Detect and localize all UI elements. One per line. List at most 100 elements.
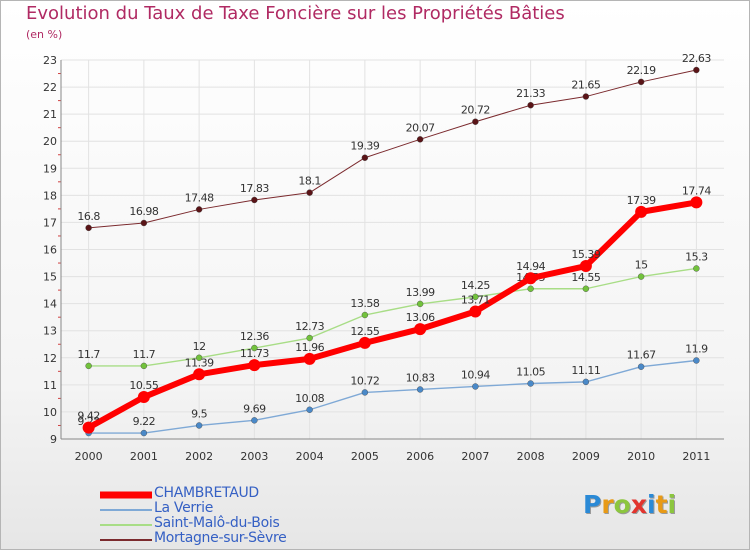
x-tick-label: 2002 — [185, 450, 213, 463]
x-tick-label: 2008 — [517, 450, 545, 463]
data-label: 10.08 — [295, 392, 324, 405]
data-point — [469, 305, 482, 318]
chart-title: Evolution du Taux de Taxe Foncière sur l… — [26, 3, 565, 24]
data-label: 12 — [193, 340, 206, 353]
data-point — [195, 206, 203, 213]
y-tick-label: 10 — [43, 406, 57, 419]
data-point — [637, 78, 645, 86]
proxiti-logo: Proxiti — [583, 490, 676, 519]
data-label: 11.11 — [571, 364, 600, 377]
data-label: 21.65 — [571, 79, 600, 92]
data-point — [582, 93, 590, 100]
data-label: 11.9 — [685, 342, 708, 355]
data-point — [693, 66, 700, 74]
logo-letter: P — [583, 490, 602, 519]
data-point — [306, 406, 313, 413]
data-point — [251, 196, 258, 204]
data-point — [690, 196, 703, 209]
data-label: 11.7 — [77, 348, 100, 361]
y-tick-label: 14 — [43, 298, 57, 311]
data-label: 21.33 — [516, 87, 545, 100]
data-point — [358, 336, 371, 349]
data-label: 14.25 — [461, 279, 490, 292]
data-label: 12.73 — [295, 320, 324, 333]
data-label: 17.74 — [682, 184, 711, 197]
data-label: 11.67 — [627, 349, 656, 362]
legend-swatch — [100, 538, 152, 541]
data-point — [637, 363, 645, 370]
legend-swatch — [100, 508, 152, 511]
data-point — [579, 260, 592, 273]
data-point — [414, 323, 427, 336]
data-label: 22.19 — [627, 64, 656, 77]
data-label: 18.1 — [298, 175, 321, 188]
data-label: 10.83 — [406, 371, 435, 384]
data-point — [527, 380, 534, 387]
data-label: 15.39 — [571, 248, 600, 261]
data-label: 14.94 — [516, 260, 545, 273]
legend-item: La Verrie — [100, 500, 400, 517]
data-point — [527, 102, 534, 109]
x-tick-label: 2005 — [351, 450, 379, 463]
x-tick-label: 2007 — [461, 450, 489, 463]
logo-letter: x — [630, 490, 647, 519]
data-point — [195, 354, 203, 361]
legend-item: Saint-Malô-du-Bois — [100, 515, 400, 532]
x-tick-label: 2003 — [240, 450, 268, 463]
data-point — [361, 389, 369, 396]
x-tick-label: 2004 — [296, 450, 324, 463]
legend-item: Mortagne-sur-Sèvre — [100, 530, 400, 547]
y-tick-label: 13 — [43, 325, 57, 338]
data-point — [527, 285, 534, 292]
legend-swatch — [100, 491, 152, 498]
data-point — [82, 421, 95, 434]
data-label: 13.71 — [461, 293, 490, 306]
data-point — [251, 417, 258, 424]
data-point — [140, 429, 148, 437]
series-line — [88, 69, 697, 229]
data-point — [195, 422, 203, 429]
data-label: 11.73 — [240, 347, 269, 360]
data-point — [472, 118, 479, 125]
data-point — [361, 311, 369, 319]
data-point — [416, 386, 424, 393]
data-point — [140, 219, 148, 227]
x-tick-label: 2000 — [75, 450, 103, 463]
legend-label: La Verrie — [154, 500, 214, 516]
data-point — [693, 357, 700, 364]
series-saint-malo-du-bois: 11.7 11.7 12 12.36 12.73 13.58 13.99 14.25 14.55… — [77, 250, 709, 370]
data-label: 15 — [635, 259, 648, 272]
data-point — [635, 205, 648, 218]
y-tick-label: 18 — [43, 189, 57, 202]
y-tick-label: 9 — [50, 433, 57, 446]
data-point — [472, 293, 479, 301]
data-point — [306, 189, 313, 196]
data-point — [140, 362, 148, 370]
series-mortagne-sur-sevre: 16.8 16.98 17.48 17.83 18.1 19.39 20.07 20.72 21… — [77, 52, 712, 232]
x-tick-label: 2010 — [627, 450, 655, 463]
data-label: 10.94 — [461, 368, 490, 381]
data-point — [361, 154, 369, 161]
y-tick-label: 15 — [43, 271, 57, 284]
data-point — [85, 362, 92, 370]
data-label: 11.7 — [133, 348, 156, 361]
x-tick-label: 2006 — [406, 450, 434, 463]
data-label: 9.42 — [77, 410, 100, 423]
data-label: 17.48 — [185, 191, 214, 204]
data-point — [416, 300, 424, 308]
y-tick-label: 16 — [43, 244, 57, 257]
data-point — [137, 391, 150, 404]
logo-letter: i — [667, 490, 677, 519]
data-point — [306, 334, 313, 342]
data-label: 14.55 — [571, 271, 600, 284]
data-label: 17.39 — [627, 194, 656, 207]
logo-letter: o — [613, 490, 631, 519]
data-point — [85, 224, 92, 232]
data-point — [637, 273, 645, 280]
data-point — [524, 272, 537, 285]
data-label: 11.96 — [295, 341, 324, 354]
data-label: 17.83 — [240, 182, 269, 195]
